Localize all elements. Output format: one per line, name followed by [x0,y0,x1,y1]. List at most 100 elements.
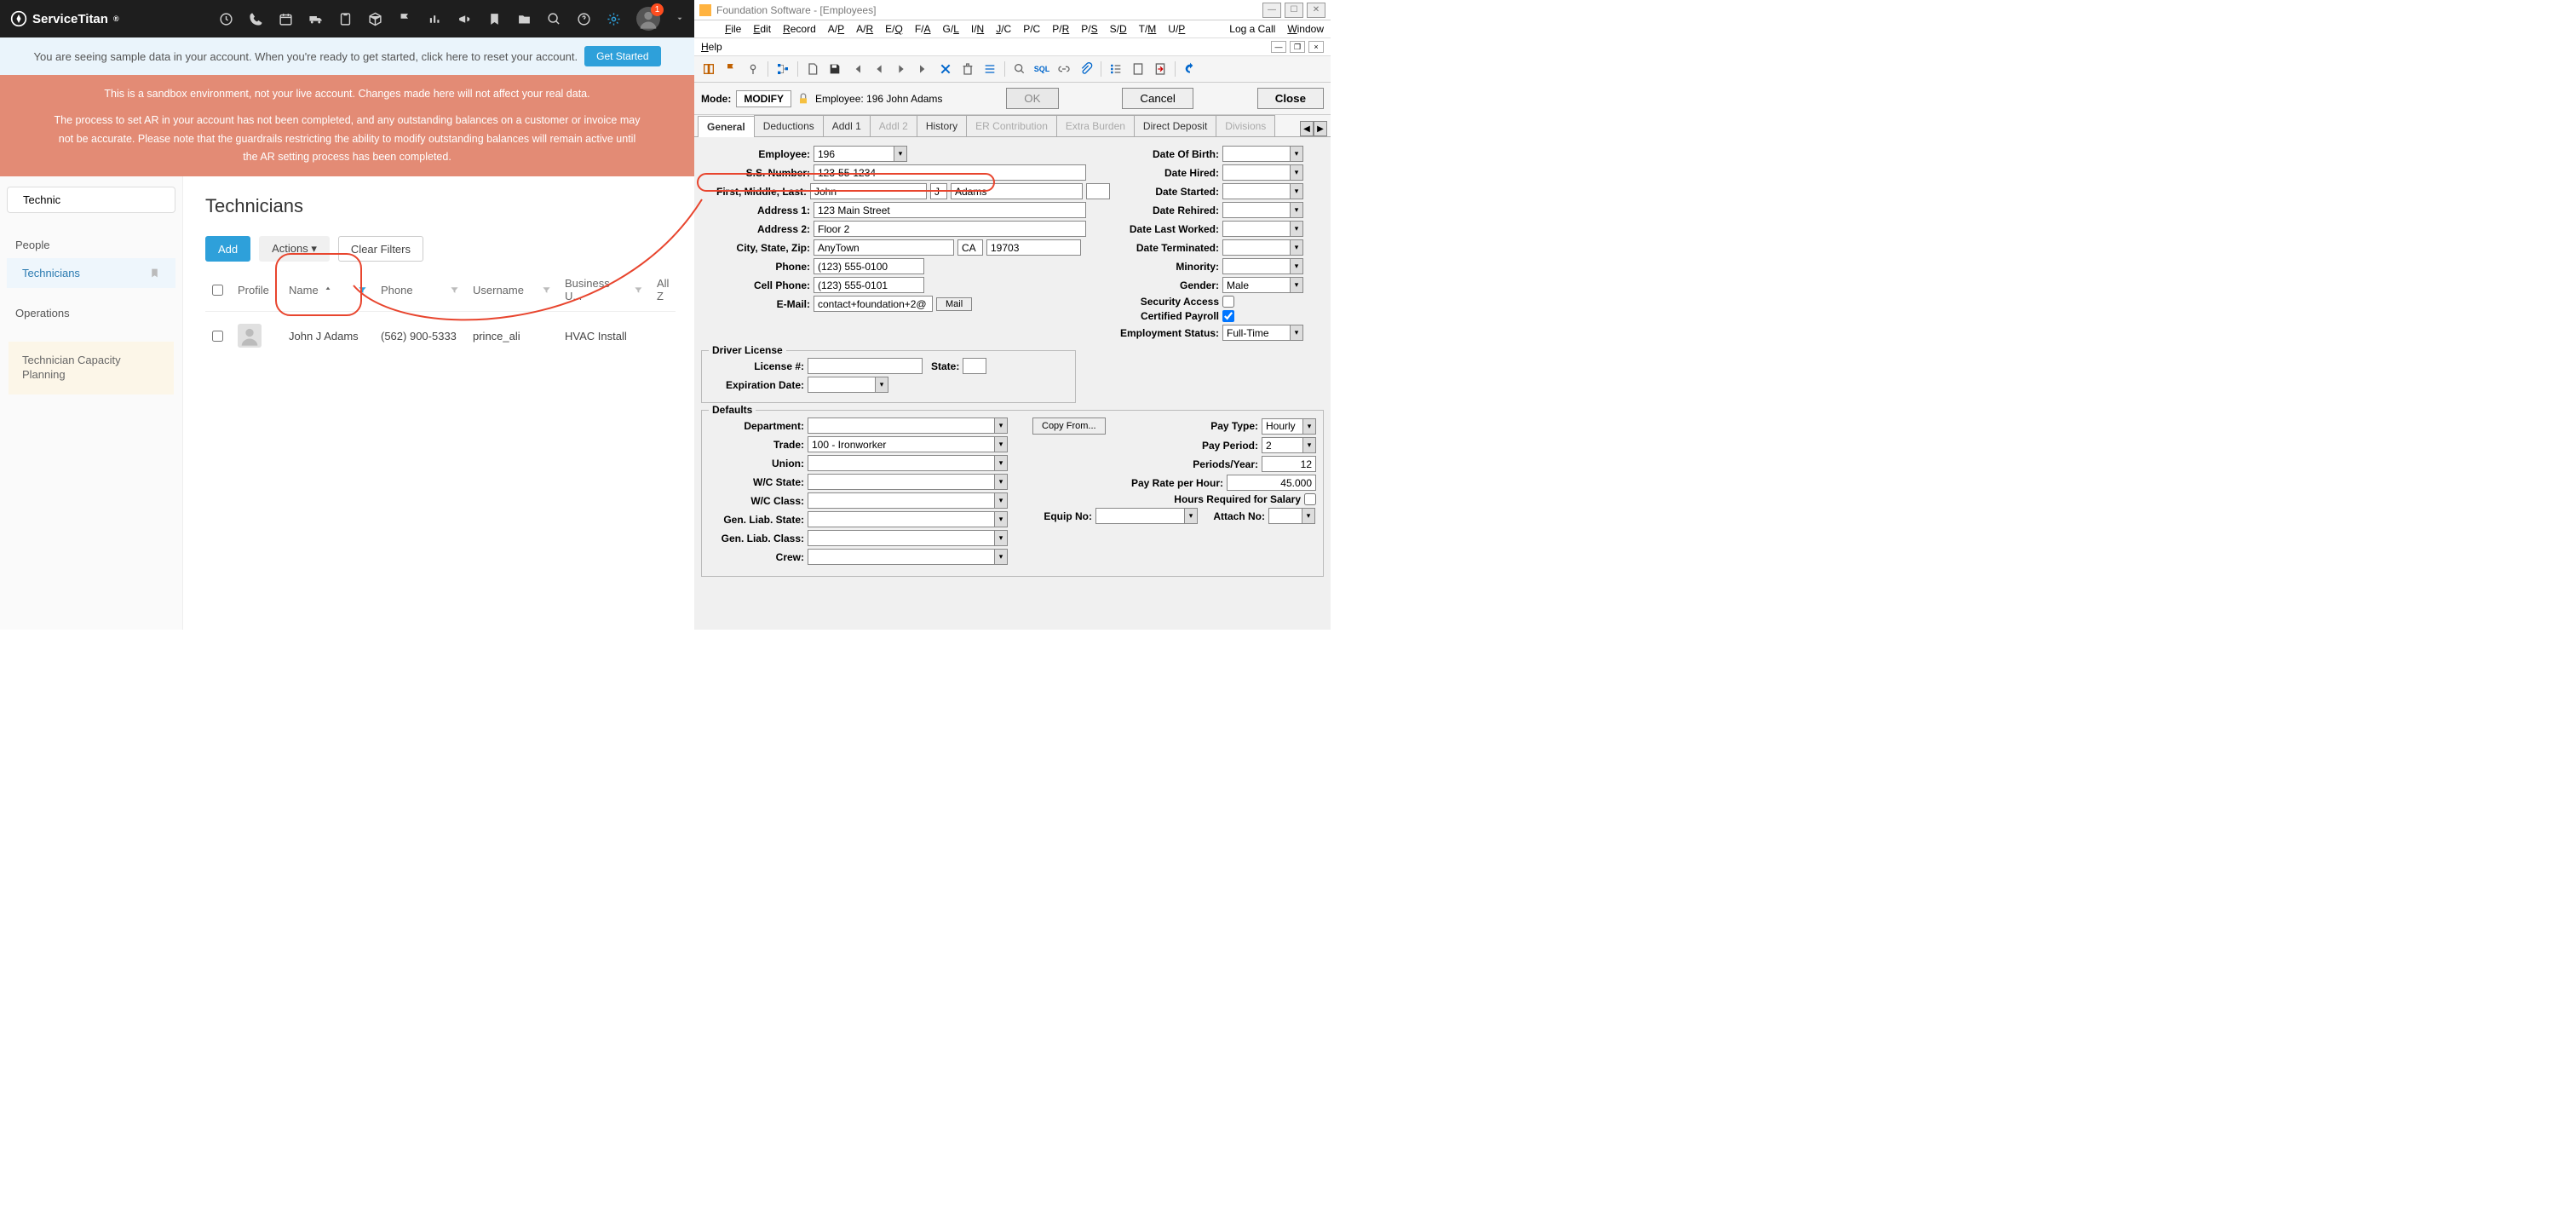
tab-deductions[interactable]: Deductions [754,115,824,136]
city-input[interactable] [814,239,954,256]
tool-delete-icon[interactable] [958,60,977,78]
flag-icon[interactable] [398,12,412,26]
tool-first-icon[interactable] [848,60,866,78]
rehired-input[interactable]: ▾ [1222,202,1303,218]
chevron-down-icon[interactable] [676,14,684,23]
employee-select[interactable]: 196▾ [814,146,907,162]
glclass-select[interactable]: ▾ [808,530,1008,546]
paytype-select[interactable]: Hourly▾ [1262,418,1316,435]
gear-icon[interactable] [607,12,621,26]
started-input[interactable]: ▾ [1222,183,1303,199]
help-icon[interactable] [577,12,591,26]
address1-input[interactable] [814,202,1086,218]
tool-link-icon[interactable] [1055,60,1073,78]
menu-gl[interactable]: G/L [943,23,959,35]
tool-attach-icon[interactable] [1077,60,1095,78]
col-all-zones[interactable]: All Z [650,277,676,302]
minority-select[interactable]: ▾ [1222,258,1303,274]
tool-list-icon[interactable] [980,60,999,78]
tool-save-icon[interactable] [825,60,844,78]
department-select[interactable]: ▾ [808,417,1008,434]
certified-payroll-checkbox[interactable] [1222,310,1234,322]
mdi-restore[interactable]: ❐ [1290,41,1305,53]
state-input[interactable] [957,239,983,256]
crew-select[interactable]: ▾ [808,549,1008,565]
tool-refresh-icon[interactable] [1181,60,1199,78]
sidebar-search[interactable] [7,187,175,213]
chart-icon[interactable] [428,12,442,26]
sidebar-item-technicians[interactable]: Technicians [7,258,175,288]
menu-window[interactable]: Window [1287,23,1324,35]
box-icon[interactable] [368,12,382,26]
select-all-checkbox[interactable] [212,285,223,296]
logo[interactable]: ServiceTitan® [10,10,119,27]
maximize-button[interactable]: ☐ [1285,3,1303,18]
menu-file[interactable]: File [725,23,741,35]
filter-icon[interactable] [450,285,459,295]
glstate-select[interactable]: ▾ [808,511,1008,527]
mdi-close[interactable]: × [1308,41,1324,53]
menu-ps[interactable]: P/S [1081,23,1097,35]
suffix-input[interactable] [1086,183,1110,199]
dl-exp-input[interactable]: ▾ [808,377,888,393]
union-select[interactable]: ▾ [808,455,1008,471]
col-profile[interactable]: Profile [231,277,282,302]
dob-input[interactable]: ▾ [1222,146,1303,162]
close-button[interactable]: Close [1257,88,1324,109]
middle-name-input[interactable] [930,183,947,199]
calendar-icon[interactable] [279,12,293,26]
clipboard-icon[interactable] [338,12,353,26]
col-business-unit[interactable]: Business U... [558,277,650,302]
mail-button[interactable]: Mail [936,297,972,311]
attachno-select[interactable]: ▾ [1268,508,1315,524]
tab-history[interactable]: History [917,115,967,136]
avatar[interactable]: 1 [636,7,660,31]
ok-button[interactable]: OK [1006,88,1058,109]
tab-scroll-right[interactable]: ▶ [1314,121,1327,136]
clock-icon[interactable] [219,12,233,26]
tool-prev-icon[interactable] [870,60,888,78]
copy-from-button[interactable]: Copy From... [1032,417,1106,435]
lastworked-input[interactable]: ▾ [1222,221,1303,237]
tool-new-icon[interactable] [803,60,822,78]
table-row[interactable]: John J Adams (562) 900-5333 prince_ali H… [205,312,676,360]
menu-log-call[interactable]: Log a Call [1229,23,1275,35]
tool-flag-icon[interactable] [722,60,740,78]
last-name-input[interactable] [951,183,1083,199]
search-input[interactable] [23,193,173,206]
tool-listview-icon[interactable] [1107,60,1125,78]
first-name-input[interactable] [810,183,927,199]
menu-in[interactable]: I/N [971,23,984,35]
hired-input[interactable]: ▾ [1222,164,1303,181]
menu-help[interactable]: Help [701,41,722,53]
tab-direct-deposit[interactable]: Direct Deposit [1134,115,1216,136]
tool-last-icon[interactable] [914,60,933,78]
minimize-button[interactable]: — [1262,3,1281,18]
filter-icon[interactable] [634,285,643,295]
sidebar-item-capacity[interactable]: Technician Capacity Planning [9,342,174,394]
menu-pc[interactable]: P/C [1023,23,1040,35]
menu-fa[interactable]: F/A [915,23,931,35]
menu-jc[interactable]: J/C [996,23,1011,35]
tool-cancel-icon[interactable] [936,60,955,78]
dl-state-input[interactable] [963,358,986,374]
security-access-checkbox[interactable] [1222,296,1234,308]
tool-doc-icon[interactable] [1129,60,1147,78]
payperiod-select[interactable]: 2▾ [1262,437,1316,453]
phone-icon[interactable] [249,12,263,26]
tool-sql-icon[interactable]: SQL [1032,60,1051,78]
get-started-button[interactable]: Get Started [584,46,660,66]
terminated-input[interactable]: ▾ [1222,239,1303,256]
address2-input[interactable] [814,221,1086,237]
cell-input[interactable] [814,277,924,293]
zip-input[interactable] [986,239,1081,256]
gender-select[interactable]: Male▾ [1222,277,1303,293]
wcclass-select[interactable]: ▾ [808,492,1008,509]
trade-select[interactable]: 100 - Ironworker▾ [808,436,1008,452]
col-phone[interactable]: Phone [374,277,466,302]
payrate-input[interactable] [1227,475,1316,491]
tool-export-icon[interactable] [1151,60,1170,78]
lock-icon[interactable] [796,92,810,106]
close-window-button[interactable]: ✕ [1307,3,1325,18]
empstatus-select[interactable]: Full-Time▾ [1222,325,1303,341]
